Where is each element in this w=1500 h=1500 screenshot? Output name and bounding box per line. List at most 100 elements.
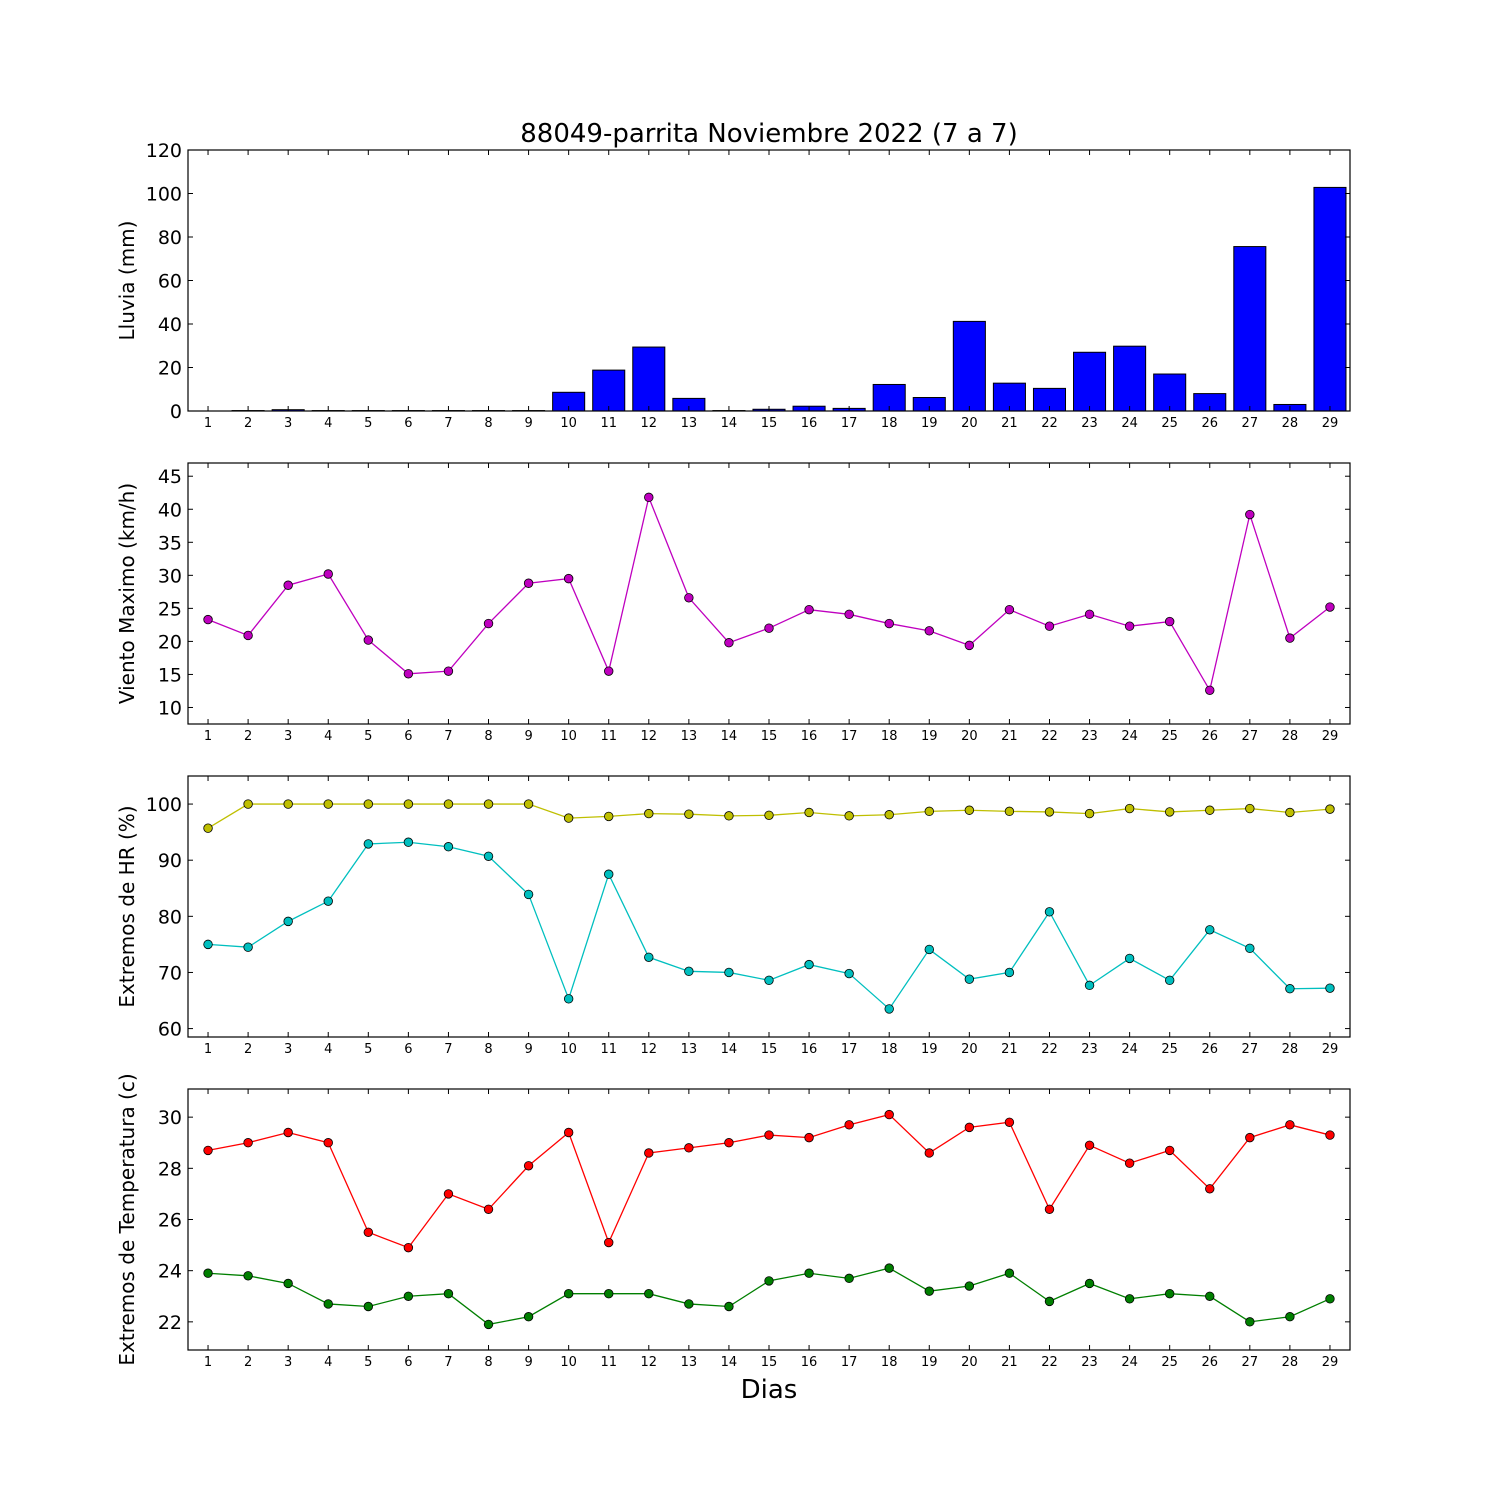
y-tick-label: 70 [158,962,182,984]
point-2-2 [243,1271,253,1281]
point-2-3 [283,916,293,927]
y-tick-label: 10 [158,697,182,719]
series-line-1 [207,495,1331,693]
point-2-25 [1164,975,1175,986]
point-1-14 [724,1138,734,1148]
point-2-27 [1245,943,1255,954]
x-tick-label: 4 [324,729,332,744]
x-tick-label: 16 [801,729,818,744]
x-tick-label: 26 [1201,729,1218,744]
x-tick-label: 6 [404,1042,412,1057]
x-tick-label: 21 [1001,1355,1018,1370]
x-tick-label: 12 [641,1042,658,1057]
point-1-13 [684,593,694,603]
point-1-3 [283,580,293,590]
point-2-24 [1124,953,1135,964]
point-1-27 [1245,509,1255,520]
point-2-14 [724,1301,734,1312]
y-tick-label: 80 [158,906,182,928]
x-axis-label: Dias [741,1375,798,1405]
x-tick-label: 22 [1041,1042,1058,1057]
x-tick-label: 15 [761,1042,778,1057]
x-tick-label: 13 [681,1042,698,1057]
x-tick-label: 3 [284,416,292,431]
point-2-17 [844,1273,854,1284]
point-2-20 [964,1281,975,1291]
x-tick-label: 28 [1282,416,1299,431]
x-tick-label: 24 [1121,729,1138,744]
point-1-28 [1285,633,1295,643]
x-tick-label: 5 [364,729,372,744]
x-tick-label: 27 [1242,416,1259,431]
x-tick-label: 20 [961,1042,978,1057]
point-1-18 [884,1109,894,1120]
x-tick-label: 22 [1041,729,1058,744]
x-tick-label: 11 [600,416,617,431]
y-tick-label: 100 [146,184,182,206]
point-1-26 [1205,805,1215,815]
x-tick-label: 10 [560,1355,577,1370]
x-tick-label: 1 [204,416,212,431]
x-tick-label: 11 [600,1355,617,1370]
x-tick-label: 23 [1081,729,1098,744]
point-1-11 [604,811,614,822]
x-tick-label: 14 [721,729,738,744]
point-1-1 [203,1145,213,1156]
point-2-28 [1285,984,1295,994]
y-tick-label: 80 [158,227,182,249]
point-2-13 [684,1299,694,1309]
x-tick-label: 9 [524,1355,532,1370]
y-axis-label: Extremos de HR (%) [115,805,139,1007]
bar-29 [1313,186,1347,412]
point-1-18 [884,618,894,629]
point-1-10 [563,813,574,823]
x-tick-label: 19 [921,1355,938,1370]
y-tick-label: 20 [158,358,182,380]
x-tick-label: 12 [641,729,658,744]
x-tick-label: 18 [881,1042,898,1057]
x-tick-label: 27 [1242,1042,1259,1057]
x-tick-label: 24 [1121,416,1138,431]
y-tick-label: 120 [146,140,182,162]
y-tick-label: 20 [158,631,182,653]
x-tick-label: 25 [1161,1042,1178,1057]
y-tick-label: 45 [158,466,182,488]
point-2-7 [443,842,454,852]
x-tick-label: 23 [1081,1355,1098,1370]
point-1-16 [804,807,814,818]
x-tick-label: 10 [560,729,577,744]
point-2-26 [1205,925,1215,935]
point-2-6 [403,1291,414,1301]
x-tick-label: 18 [881,416,898,431]
point-1-16 [804,1132,814,1143]
y-axis-label: Extremos de Temperatura (c) [115,1073,139,1365]
bar-23 [1073,351,1107,412]
point-2-10 [563,1289,574,1299]
x-tick-label: 25 [1161,1355,1178,1370]
point-2-15 [764,975,774,986]
y-tick-label: 40 [158,499,182,521]
x-tick-label: 3 [284,729,292,744]
point-2-21 [1004,967,1015,978]
point-1-22 [1044,1204,1055,1214]
x-tick-label: 4 [324,1355,332,1370]
point-2-12 [644,952,654,962]
x-tick-label: 18 [881,1355,898,1370]
x-tick-label: 29 [1322,416,1339,431]
point-1-10 [563,1127,574,1138]
bar-20 [952,320,986,412]
x-tick-label: 16 [801,1355,818,1370]
x-tick-label: 23 [1081,1042,1098,1057]
point-1-23 [1084,808,1095,819]
point-2-7 [443,1289,454,1299]
point-1-13 [684,809,694,819]
point-1-23 [1084,609,1095,620]
x-tick-label: 20 [961,1355,978,1370]
x-tick-label: 29 [1322,729,1339,744]
point-1-17 [844,609,854,620]
x-tick-label: 7 [444,1355,452,1370]
x-tick-label: 17 [841,1355,858,1370]
point-2-3 [283,1278,293,1289]
x-tick-label: 2 [244,1042,252,1057]
